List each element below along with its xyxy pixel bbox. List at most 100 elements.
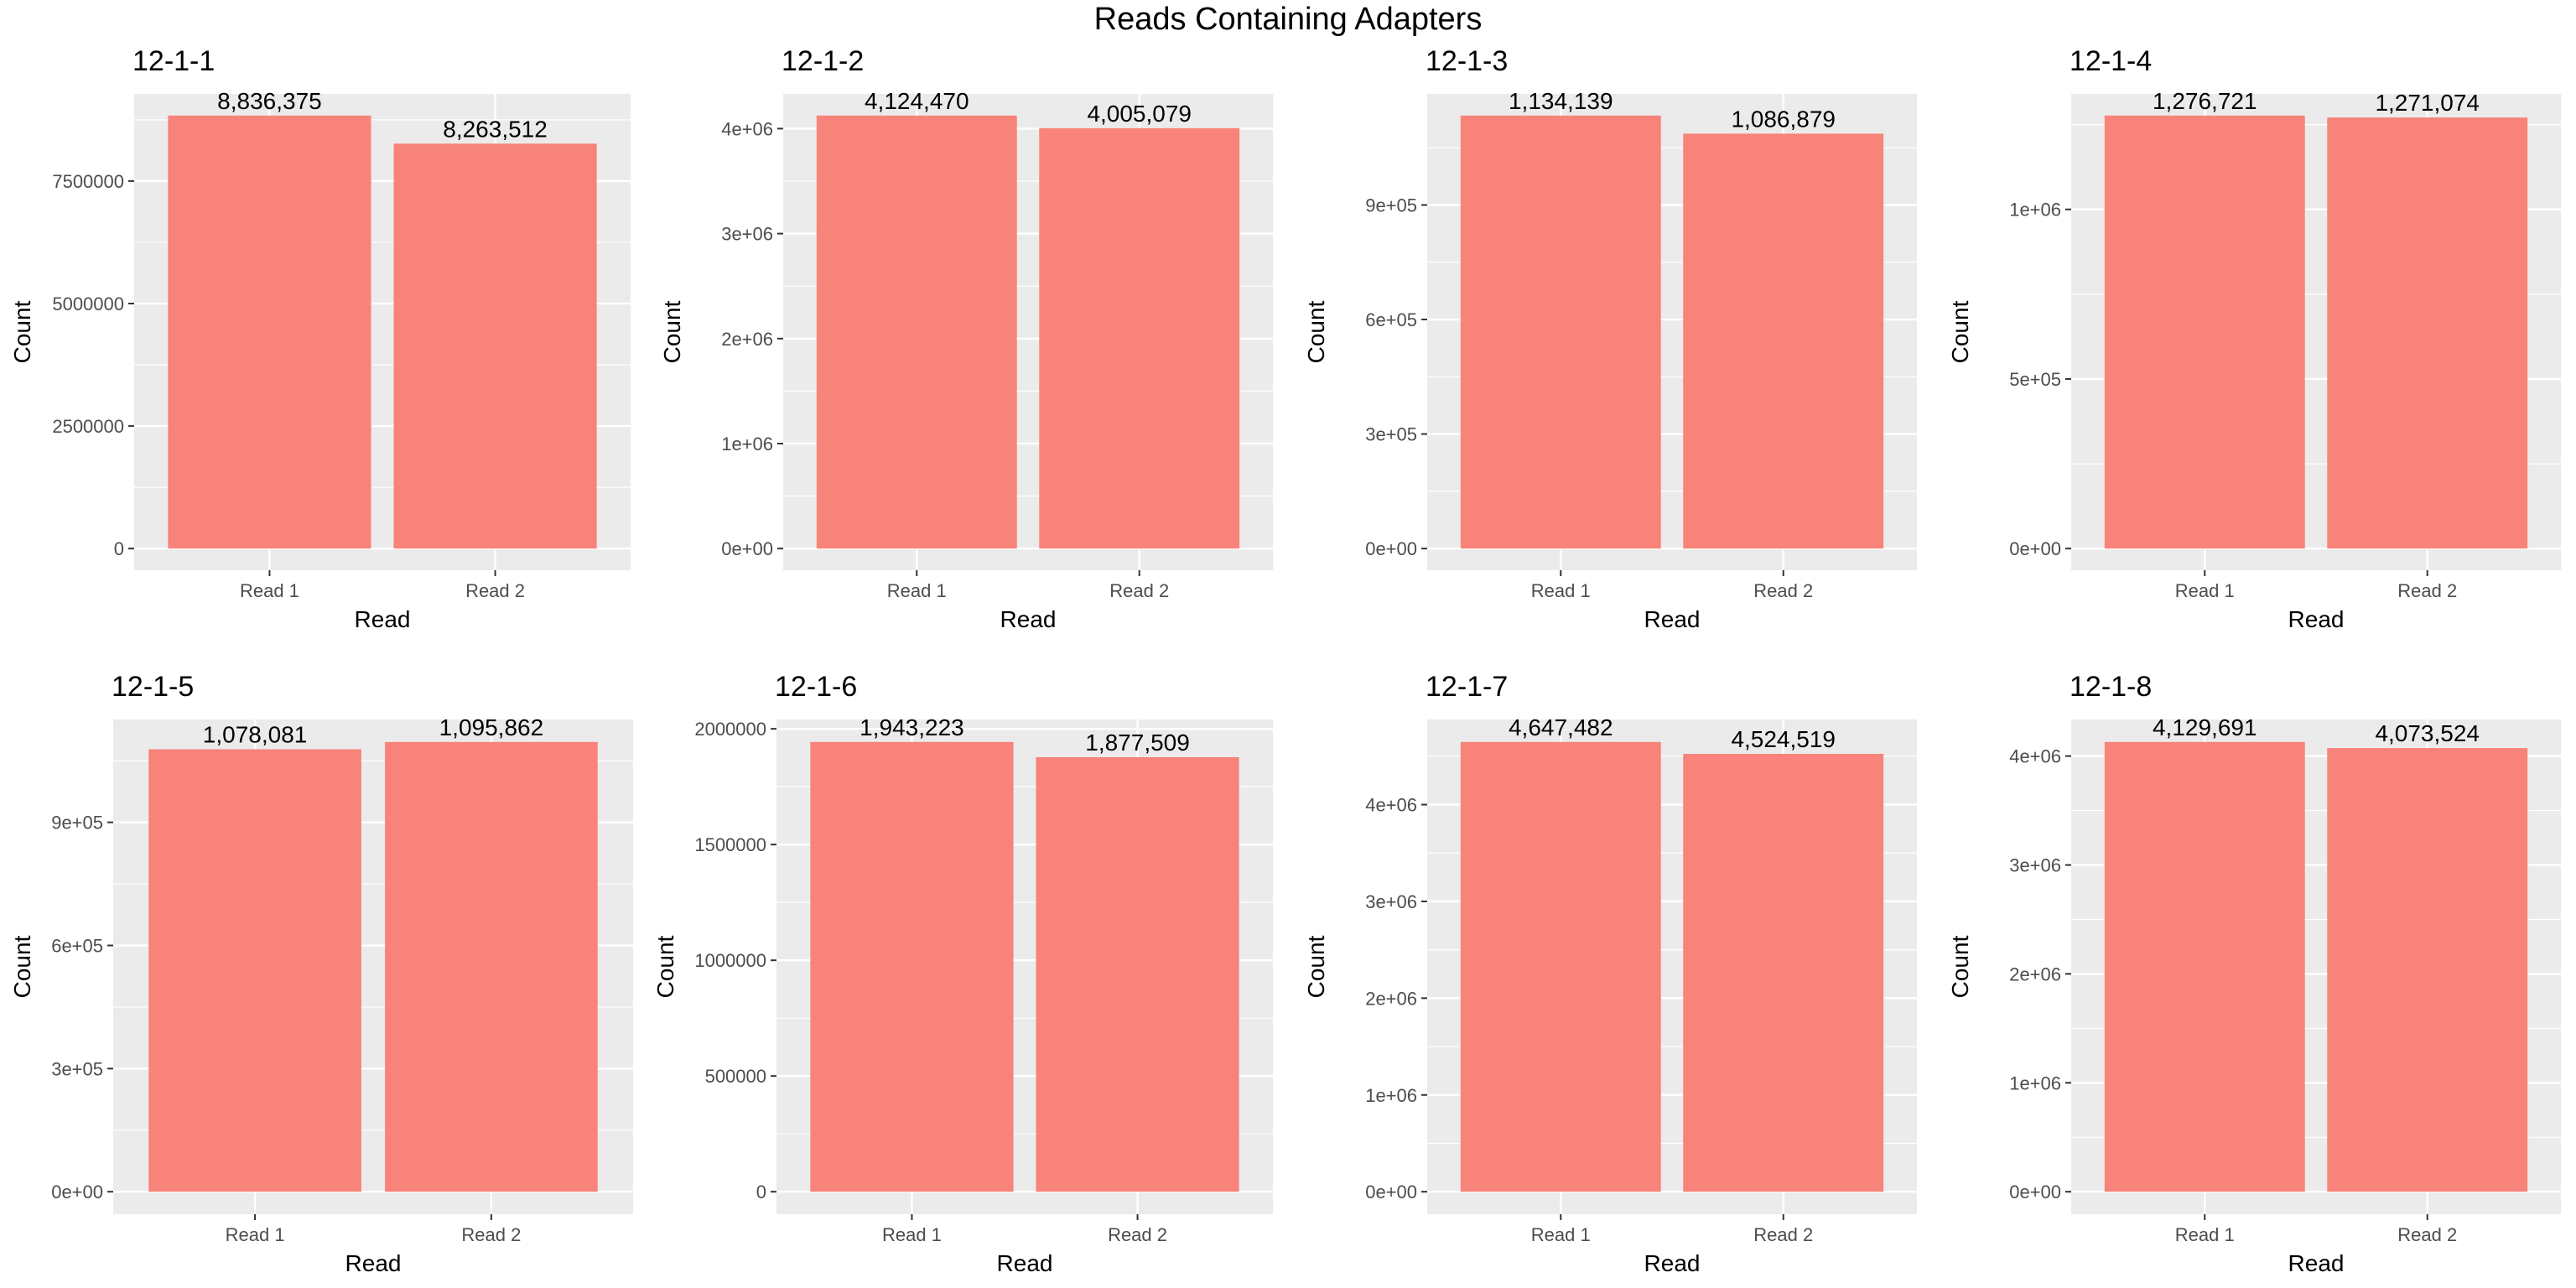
bar: [2104, 115, 2305, 549]
bar-value-label: 1,276,721: [2153, 88, 2257, 114]
y-tick-label: 1e+06: [2009, 1072, 2061, 1093]
x-tick-label: Read 1: [2175, 580, 2235, 601]
bar: [385, 741, 598, 1192]
y-tick-label: 2e+06: [721, 329, 773, 350]
y-tick-label: 2000000: [694, 719, 766, 740]
y-tick-label: 3e+06: [1365, 891, 1417, 912]
panel-title: 12-1-8: [2070, 671, 2153, 703]
x-tick-label: Read 1: [2175, 1224, 2235, 1245]
x-tick-label: Read 1: [240, 580, 299, 601]
x-axis-title: Read: [2288, 1250, 2345, 1276]
y-axis-title: Count: [1947, 300, 1973, 363]
bar: [393, 143, 597, 549]
y-axis-title: Count: [652, 935, 678, 998]
x-tick-label: Read 1: [226, 1224, 285, 1245]
y-axis-title: Count: [1303, 935, 1329, 998]
bar: [2327, 748, 2528, 1192]
panel-title: 12-1-1: [132, 45, 216, 77]
y-axis-title: Count: [9, 300, 35, 363]
x-axis-title: Read: [345, 1250, 402, 1276]
bar-value-label: 8,263,512: [443, 116, 548, 142]
bar-value-label: 1,095,862: [439, 714, 544, 740]
bar-value-label: 4,124,470: [865, 88, 969, 114]
x-axis-title: Read: [997, 1250, 1053, 1276]
bar: [2104, 741, 2305, 1192]
x-tick-label: Read 1: [1531, 580, 1591, 601]
bar-value-label: 1,078,081: [203, 722, 308, 748]
y-tick-label: 3e+05: [1365, 424, 1417, 445]
bar: [1683, 754, 1884, 1192]
x-tick-label: Read 2: [465, 580, 525, 601]
bar-value-label: 4,129,691: [2153, 714, 2257, 740]
y-axis-title: Count: [1947, 935, 1973, 998]
x-tick-label: Read 2: [1753, 580, 1813, 601]
y-tick-label: 0e+00: [1365, 538, 1417, 559]
x-tick-label: Read 1: [887, 580, 947, 601]
x-axis-title: Read: [355, 606, 411, 632]
bar-value-label: 1,877,509: [1085, 730, 1190, 756]
bar: [148, 749, 361, 1192]
y-tick-label: 2e+06: [1365, 988, 1417, 1009]
y-tick-label: 2e+06: [2009, 963, 2061, 984]
y-tick-label: 0e+00: [2009, 538, 2061, 559]
bar: [810, 741, 1014, 1192]
y-tick-label: 5000000: [52, 293, 124, 314]
y-tick-label: 1000000: [694, 950, 766, 971]
x-tick-label: Read 2: [1753, 1224, 1813, 1245]
y-tick-label: 0e+00: [51, 1182, 103, 1202]
x-tick-label: Read 2: [2397, 1224, 2457, 1245]
y-tick-label: 3e+06: [2009, 855, 2061, 876]
y-tick-label: 1e+06: [1365, 1085, 1417, 1106]
figure-title: Reads Containing Adapters: [1093, 2, 1483, 37]
y-tick-label: 0: [114, 538, 124, 559]
bar-value-label: 4,524,519: [1731, 726, 1836, 752]
bar-value-label: 4,647,482: [1509, 714, 1613, 740]
bar: [168, 115, 371, 549]
bar-value-label: 1,943,223: [860, 714, 964, 740]
y-tick-label: 1e+06: [2009, 200, 2061, 221]
panel-title: 12-1-7: [1426, 671, 1509, 703]
y-tick-label: 1500000: [694, 834, 766, 855]
bar-value-label: 1,086,879: [1731, 106, 1836, 132]
y-tick-label: 4e+06: [1365, 795, 1417, 816]
y-tick-label: 4e+06: [721, 118, 773, 139]
y-tick-label: 7500000: [52, 171, 124, 192]
y-tick-label: 3e+06: [721, 224, 773, 245]
bar: [2327, 117, 2528, 549]
y-tick-label: 0e+00: [2009, 1182, 2061, 1202]
y-tick-label: 9e+05: [1365, 195, 1417, 216]
y-tick-label: 3e+05: [51, 1058, 103, 1079]
x-axis-title: Read: [1000, 606, 1057, 632]
bar-value-label: 4,005,079: [1087, 101, 1192, 127]
bar: [1039, 127, 1240, 549]
y-tick-label: 5e+05: [2009, 369, 2061, 390]
bar: [1460, 741, 1661, 1192]
bar: [1460, 115, 1661, 549]
x-tick-label: Read 2: [2397, 580, 2457, 601]
x-tick-label: Read 2: [1108, 1224, 1167, 1245]
y-tick-label: 1e+06: [721, 434, 773, 454]
y-tick-label: 500000: [705, 1066, 766, 1087]
y-tick-label: 0e+00: [721, 538, 773, 559]
bar: [816, 115, 1017, 549]
y-tick-label: 9e+05: [51, 813, 103, 834]
x-tick-label: Read 1: [882, 1224, 942, 1245]
panel-title: 12-1-6: [775, 671, 858, 703]
x-tick-label: Read 2: [1109, 580, 1169, 601]
bar: [1036, 756, 1239, 1192]
x-tick-label: Read 2: [461, 1224, 521, 1245]
bar-value-label: 8,836,375: [217, 88, 322, 114]
x-axis-title: Read: [2288, 606, 2345, 632]
y-tick-label: 6e+05: [1365, 309, 1417, 330]
bar-value-label: 1,271,074: [2375, 90, 2480, 116]
y-tick-label: 4e+06: [2009, 746, 2061, 767]
